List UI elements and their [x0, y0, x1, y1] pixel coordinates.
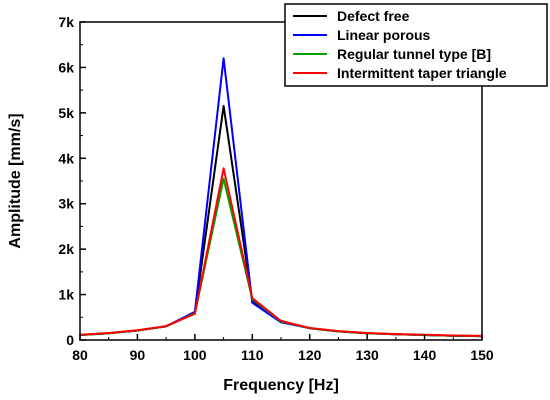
- y-tick-label: 6k: [58, 59, 74, 75]
- x-axis-title: Frequency [Hz]: [223, 377, 339, 394]
- series-line-1: [79, 57, 483, 338]
- legend-label: Intermittent taper triangle: [337, 65, 507, 81]
- x-tick-label: 110: [241, 347, 264, 363]
- x-tick-label: 100: [183, 347, 207, 363]
- series-line-0: [79, 105, 483, 338]
- series-line-2: [79, 177, 483, 338]
- legend-label: Regular tunnel type [B]: [337, 46, 491, 62]
- x-tick-label: 80: [72, 347, 88, 363]
- y-tick-label: 2k: [58, 241, 74, 257]
- legend-label: Defect free: [337, 8, 410, 24]
- y-axis-ticks: 0 1k 2k 3k 4k 5k 6k 7k: [58, 14, 86, 348]
- y-tick-label: 0: [66, 332, 74, 348]
- x-tick-label: 150: [470, 347, 494, 363]
- x-tick-label: 90: [130, 347, 146, 363]
- plot-lines: [79, 57, 483, 338]
- series-line-3: [79, 167, 483, 337]
- x-tick-label: 120: [298, 347, 322, 363]
- x-tick-label: 130: [355, 347, 379, 363]
- x-axis-ticks: 80 90 100 110 120 130 140 150: [72, 334, 494, 363]
- x-tick-label: 140: [413, 347, 437, 363]
- y-tick-label: 7k: [58, 14, 74, 30]
- y-axis-title: Amplitude [mm/s]: [7, 113, 24, 248]
- y-tick-label: 4k: [58, 150, 74, 166]
- legend: Defect free Linear porous Regular tunnel t…: [284, 3, 548, 87]
- y-tick-label: 5k: [58, 105, 74, 121]
- legend-box: [284, 3, 548, 87]
- y-tick-label: 1k: [58, 287, 74, 303]
- y-tick-label: 3k: [58, 196, 74, 212]
- legend-label: Linear porous: [337, 27, 431, 43]
